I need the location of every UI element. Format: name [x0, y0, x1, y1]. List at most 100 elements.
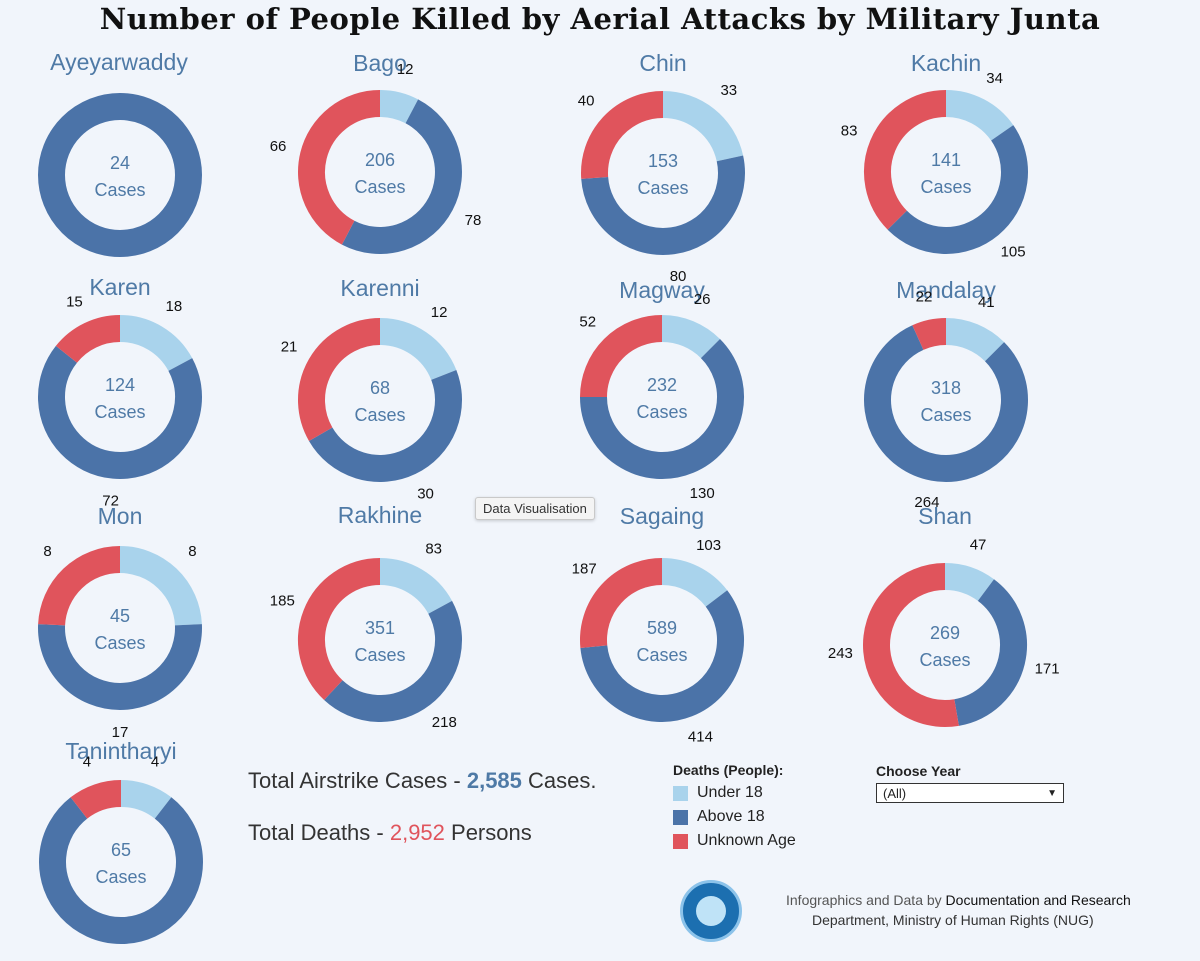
donut-slice-unknown[interactable] [912, 318, 947, 351]
slice-label-under18: 12 [397, 61, 414, 78]
donut-mon[interactable]: Mon 8 17 8 45 Cases [0, 476, 250, 741]
donut-slice-under18[interactable] [944, 563, 995, 602]
case-label: Cases [637, 178, 688, 198]
region-title: Magway [619, 277, 705, 303]
donut-slice-unknown[interactable] [298, 558, 381, 700]
donut-svg: Sagaing 103 414 187 589 Cases [572, 503, 744, 746]
donut-slice-under18[interactable] [662, 91, 744, 162]
donut-slice-under18[interactable] [379, 90, 419, 124]
donut-slice-above18[interactable] [341, 99, 462, 254]
slice-label-unknown: 187 [572, 560, 597, 577]
donut-slice-above18[interactable] [38, 624, 202, 710]
donut-slice-under18[interactable] [119, 315, 193, 372]
legend-item-under18[interactable]: Under 18 [673, 784, 796, 802]
case-count: 124 [105, 375, 135, 395]
donut-slice-under18[interactable] [379, 558, 453, 615]
donut-slice-under18[interactable] [120, 780, 172, 819]
donut-mandalay[interactable]: Mandalay 41 264 22 318 Cases [816, 250, 1076, 511]
slice-label-above18: 414 [688, 729, 713, 746]
case-label: Cases [95, 867, 146, 887]
donut-slice-above18[interactable] [887, 125, 1028, 254]
case-label: Cases [94, 402, 145, 422]
donut-slice-under18[interactable] [661, 315, 720, 359]
donut-tanintharyi[interactable]: Tanintharyi 4 4 65 Cases [0, 711, 251, 961]
donut-slice-under18[interactable] [661, 558, 728, 608]
donut-slice-under18[interactable] [945, 318, 1005, 362]
legend-item-above18[interactable]: Above 18 [673, 808, 796, 826]
slice-label-above18: 17 [112, 724, 129, 741]
slice-label-under18: 33 [720, 82, 737, 99]
credit-org: Documentation and Research [945, 892, 1131, 908]
donut-slice-unknown[interactable] [580, 315, 663, 398]
legend-item-unknown[interactable]: Unknown Age [673, 832, 796, 850]
donut-slice-unknown[interactable] [298, 318, 381, 441]
total-deaths-line: Total Deaths - 2,952 Persons [248, 820, 532, 846]
case-label: Cases [636, 402, 687, 422]
donut-magway[interactable]: Magway 26 130 52 232 Cases [532, 250, 792, 502]
ministry-logo [680, 880, 742, 942]
case-count: 45 [110, 606, 130, 626]
donut-slice-unknown[interactable] [864, 90, 947, 230]
donut-slice-above18[interactable] [953, 579, 1027, 726]
case-label: Cases [94, 180, 145, 200]
donut-slice-unknown[interactable] [580, 558, 663, 649]
donut-slice-above18[interactable] [38, 93, 202, 257]
donut-slice-unknown[interactable] [863, 563, 959, 727]
donut-slice-above18[interactable] [38, 345, 202, 479]
slice-label-above18: 171 [1035, 660, 1060, 677]
donut-slice-unknown[interactable] [581, 91, 664, 179]
slice-label-above18: 218 [432, 714, 457, 731]
case-label: Cases [920, 177, 971, 197]
donut-slice-under18[interactable] [945, 90, 1014, 142]
case-count: 153 [648, 151, 678, 171]
slice-label-above18: 80 [670, 268, 687, 285]
case-count: 232 [647, 375, 677, 395]
slice-label-above18: 130 [690, 485, 715, 502]
slice-label-unknown: 4 [83, 754, 91, 771]
case-label: Cases [636, 645, 687, 665]
slice-label-above18: 30 [417, 486, 434, 503]
total-deaths-prefix: Total Deaths - [248, 820, 390, 845]
donut-slice-above18[interactable] [864, 325, 1028, 482]
slice-label-unknown: 15 [66, 293, 83, 310]
donut-slice-above18[interactable] [324, 600, 462, 722]
donut-karen[interactable]: Karen 18 72 15 124 Cases [0, 247, 250, 510]
slice-label-unknown: 243 [828, 645, 853, 662]
donut-slice-unknown[interactable] [298, 90, 381, 245]
donut-svg: Karenni 12 30 21 68 Cases [281, 275, 462, 503]
region-title: Tanintharyi [65, 738, 176, 764]
donut-rakhine[interactable]: Rakhine 83 218 185 351 Cases [250, 475, 510, 731]
donut-karenni[interactable]: Karenni 12 30 21 68 Cases [250, 248, 510, 503]
chevron-down-icon: ▼ [1047, 787, 1057, 799]
region-title: Shan [918, 503, 972, 529]
region-title: Karen [89, 274, 150, 300]
donut-slice-under18[interactable] [379, 318, 457, 381]
donut-ayeyarwaddy[interactable]: Ayeyarwaddy 24 Cases [0, 22, 250, 272]
donut-slice-above18[interactable] [580, 590, 744, 722]
donut-slice-above18[interactable] [580, 339, 744, 479]
donut-slice-above18[interactable] [581, 155, 745, 255]
slice-label-unknown: 66 [270, 138, 287, 155]
donut-sagaing[interactable]: Sagaing 103 414 187 589 Cases [532, 476, 792, 746]
donut-shan[interactable]: Shan 47 171 243 269 Cases [815, 476, 1075, 727]
total-cases-prefix: Total Airstrike Cases - [248, 768, 467, 793]
donut-slice-above18[interactable] [308, 370, 462, 482]
donut-svg: Kachin 34 105 83 141 Cases [841, 50, 1028, 261]
donut-slice-unknown[interactable] [70, 780, 122, 819]
slice-label-unknown: 83 [841, 122, 858, 139]
case-label: Cases [919, 650, 970, 670]
slice-label-unknown: 185 [270, 593, 295, 610]
donut-chin[interactable]: Chin 33 80 40 153 Cases [533, 23, 793, 285]
donut-kachin[interactable]: Kachin 34 105 83 141 Cases [816, 23, 1076, 273]
year-select[interactable]: (All) ▼ [876, 783, 1064, 803]
donut-svg: Karen 18 72 15 124 Cases [38, 274, 202, 510]
donut-bago[interactable]: Bago 12 78 66 206 Cases [250, 23, 510, 273]
legend-label-above18: Above 18 [697, 808, 765, 825]
slice-label-above18: 264 [914, 494, 939, 511]
case-count: 206 [365, 150, 395, 170]
region-title: Karenni [340, 275, 419, 301]
donut-slice-under18[interactable] [119, 546, 202, 626]
donut-slice-unknown[interactable] [38, 546, 121, 626]
donut-slice-unknown[interactable] [55, 315, 121, 364]
